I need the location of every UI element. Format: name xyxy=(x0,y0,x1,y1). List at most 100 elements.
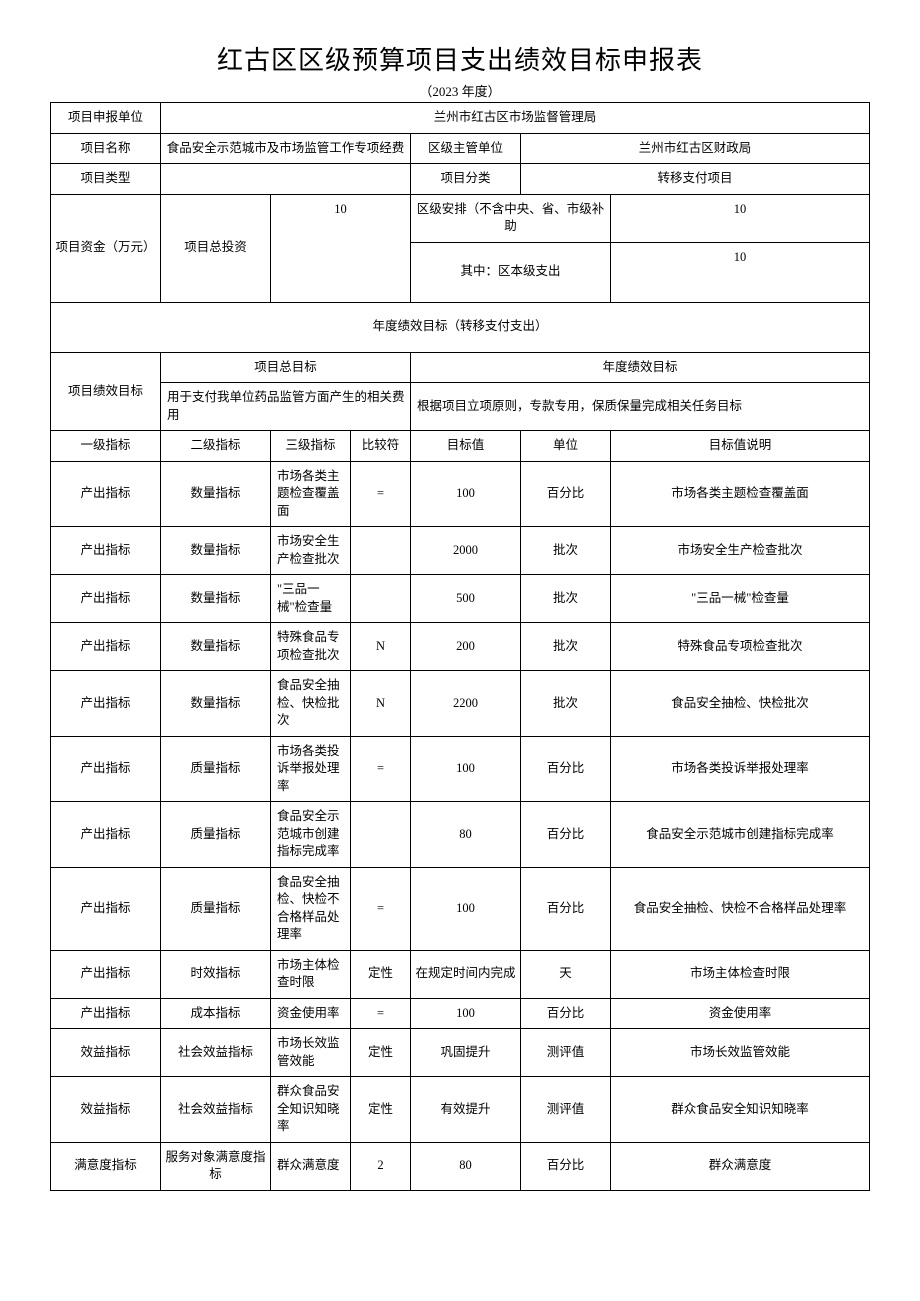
cell-desc: 市场长效监管效能 xyxy=(611,1029,870,1077)
cell-l2: 数量指标 xyxy=(161,671,271,737)
label-district-arrange: 区级安排（不含中央、省、市级补助 xyxy=(411,194,611,242)
label-district-dept: 区级主管单位 xyxy=(411,133,521,164)
cell-op: = xyxy=(351,736,411,802)
cell-op: 定性 xyxy=(351,1029,411,1077)
col-desc: 目标值说明 xyxy=(611,431,870,462)
row-project-name: 项目名称 食品安全示范城市及市场监管工作专项经费 区级主管单位 兰州市红古区财政… xyxy=(51,133,870,164)
row-annual-section: 年度绩效目标（转移支付支出） xyxy=(51,302,870,352)
table-row: 产出指标质量指标食品安全示范城市创建指标完成率80百分比食品安全示范城市创建指标… xyxy=(51,802,870,868)
cell-target: 100 xyxy=(411,736,521,802)
cell-desc: "三品一械"检查量 xyxy=(611,575,870,623)
cell-desc: 市场各类主题检查覆盖面 xyxy=(611,461,870,527)
table-row: 效益指标社会效益指标群众食品安全知识知晓率定性有效提升测评值群众食品安全知识知晓… xyxy=(51,1077,870,1143)
annual-goal-text: 根据项目立项原则，专款专用，保质保量完成相关任务目标 xyxy=(411,383,870,431)
cell-l1: 产出指标 xyxy=(51,802,161,868)
value-applicant: 兰州市红古区市场监督管理局 xyxy=(161,103,870,134)
table-row: 产出指标时效指标市场主体检查时限定性在规定时间内完成天市场主体检查时限 xyxy=(51,950,870,998)
cell-desc: 食品安全抽检、快检不合格样品处理率 xyxy=(611,867,870,950)
cell-op xyxy=(351,527,411,575)
cell-target: 100 xyxy=(411,461,521,527)
cell-op xyxy=(351,575,411,623)
cell-l1: 产出指标 xyxy=(51,575,161,623)
cell-l3: 市场各类投诉举报处理率 xyxy=(271,736,351,802)
row-project-type: 项目类型 项目分类 转移支付项目 xyxy=(51,164,870,195)
cell-l1: 产出指标 xyxy=(51,950,161,998)
cell-target: 200 xyxy=(411,623,521,671)
cell-desc: 群众食品安全知识知晓率 xyxy=(611,1077,870,1143)
cell-l2: 数量指标 xyxy=(161,623,271,671)
col-l2: 二级指标 xyxy=(161,431,271,462)
cell-unit: 百分比 xyxy=(521,998,611,1029)
value-district-dept: 兰州市红古区财政局 xyxy=(521,133,870,164)
label-project-type: 项目类型 xyxy=(51,164,161,195)
row-applicant: 项目申报单位 兰州市红古区市场监督管理局 xyxy=(51,103,870,134)
col-op: 比较符 xyxy=(351,431,411,462)
cell-desc: 群众满意度 xyxy=(611,1142,870,1190)
cell-l3: 市场安全生产检查批次 xyxy=(271,527,351,575)
label-applicant: 项目申报单位 xyxy=(51,103,161,134)
table-row: 产出指标数量指标市场各类主题检查覆盖面=100百分比市场各类主题检查覆盖面 xyxy=(51,461,870,527)
cell-l3: 群众满意度 xyxy=(271,1142,351,1190)
cell-op: = xyxy=(351,461,411,527)
report-table: 项目申报单位 兰州市红古区市场监督管理局 项目名称 食品安全示范城市及市场监管工… xyxy=(50,102,870,1191)
label-annual-goal: 年度绩效目标 xyxy=(411,352,870,383)
cell-l1: 产出指标 xyxy=(51,623,161,671)
cell-l3: 群众食品安全知识知晓率 xyxy=(271,1077,351,1143)
cell-l2: 质量指标 xyxy=(161,867,271,950)
value-total-invest: 10 xyxy=(271,194,411,302)
cell-op: 定性 xyxy=(351,1077,411,1143)
cell-l1: 产出指标 xyxy=(51,998,161,1029)
table-row: 产出指标数量指标特殊食品专项检查批次N200批次特殊食品专项检查批次 xyxy=(51,623,870,671)
col-target: 目标值 xyxy=(411,431,521,462)
cell-op: = xyxy=(351,998,411,1029)
cell-l3: 市场各类主题检查覆盖面 xyxy=(271,461,351,527)
cell-unit: 测评值 xyxy=(521,1077,611,1143)
page-subtitle: （2023 年度） xyxy=(50,81,870,100)
table-row: 产出指标数量指标市场安全生产检查批次2000批次市场安全生产检查批次 xyxy=(51,527,870,575)
label-total-invest: 项目总投资 xyxy=(161,194,271,302)
cell-unit: 批次 xyxy=(521,623,611,671)
value-project-category: 转移支付项目 xyxy=(521,164,870,195)
cell-desc: 特殊食品专项检查批次 xyxy=(611,623,870,671)
label-district-self: 其中：区本级支出 xyxy=(411,242,611,302)
cell-target: 2000 xyxy=(411,527,521,575)
cell-unit: 百分比 xyxy=(521,867,611,950)
cell-l3: 市场长效监管效能 xyxy=(271,1029,351,1077)
cell-desc: 资金使用率 xyxy=(611,998,870,1029)
cell-op: N xyxy=(351,623,411,671)
cell-unit: 百分比 xyxy=(521,736,611,802)
value-project-type xyxy=(161,164,411,195)
cell-l2: 社会效益指标 xyxy=(161,1029,271,1077)
cell-l3: 资金使用率 xyxy=(271,998,351,1029)
cell-target: 有效提升 xyxy=(411,1077,521,1143)
cell-desc: 市场主体检查时限 xyxy=(611,950,870,998)
cell-target: 80 xyxy=(411,1142,521,1190)
label-project-category: 项目分类 xyxy=(411,164,521,195)
cell-desc: 食品安全抽检、快检批次 xyxy=(611,671,870,737)
indicator-rows: 产出指标数量指标市场各类主题检查覆盖面=100百分比市场各类主题检查覆盖面产出指… xyxy=(51,461,870,1190)
cell-l3: 食品安全抽检、快检批次 xyxy=(271,671,351,737)
cell-unit: 百分比 xyxy=(521,461,611,527)
cell-unit: 天 xyxy=(521,950,611,998)
cell-l1: 效益指标 xyxy=(51,1029,161,1077)
cell-l1: 产出指标 xyxy=(51,671,161,737)
table-row: 效益指标社会效益指标市场长效监管效能定性巩固提升测评值市场长效监管效能 xyxy=(51,1029,870,1077)
cell-target: 巩固提升 xyxy=(411,1029,521,1077)
row-goal-text: 用于支付我单位药品监管方面产生的相关费用 根据项目立项原则，专款专用，保质保量完… xyxy=(51,383,870,431)
cell-l2: 质量指标 xyxy=(161,802,271,868)
cell-l3: 市场主体检查时限 xyxy=(271,950,351,998)
cell-unit: 批次 xyxy=(521,527,611,575)
cell-l1: 产出指标 xyxy=(51,527,161,575)
cell-op xyxy=(351,802,411,868)
cell-l1: 效益指标 xyxy=(51,1077,161,1143)
cell-target: 100 xyxy=(411,867,521,950)
cell-l2: 数量指标 xyxy=(161,461,271,527)
table-row: 产出指标数量指标"三品一械"检查量500批次"三品一械"检查量 xyxy=(51,575,870,623)
cell-target: 500 xyxy=(411,575,521,623)
cell-desc: 市场各类投诉举报处理率 xyxy=(611,736,870,802)
label-overall-goal: 项目总目标 xyxy=(161,352,411,383)
cell-l2: 数量指标 xyxy=(161,575,271,623)
cell-op: N xyxy=(351,671,411,737)
cell-l3: 食品安全抽检、快检不合格样品处理率 xyxy=(271,867,351,950)
cell-target: 2200 xyxy=(411,671,521,737)
